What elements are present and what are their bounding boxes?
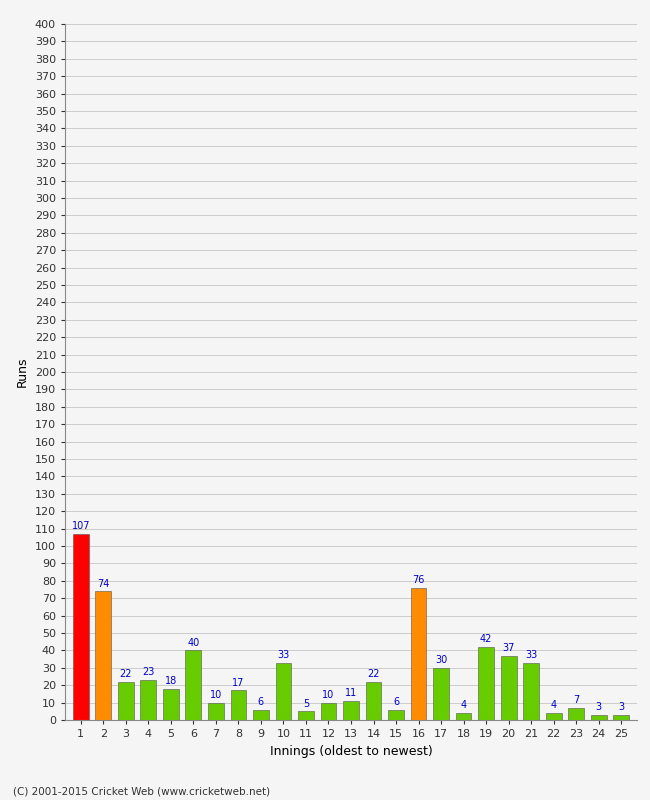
- Text: 33: 33: [525, 650, 538, 660]
- Text: 22: 22: [367, 669, 380, 679]
- Bar: [366, 682, 382, 720]
- Text: 33: 33: [278, 650, 289, 660]
- Text: 42: 42: [480, 634, 492, 644]
- Bar: [433, 668, 449, 720]
- Bar: [568, 708, 584, 720]
- Text: 5: 5: [303, 698, 309, 709]
- Text: 76: 76: [412, 575, 424, 585]
- Text: 10: 10: [210, 690, 222, 700]
- Text: 3: 3: [595, 702, 602, 712]
- Text: 4: 4: [461, 701, 467, 710]
- Bar: [614, 714, 629, 720]
- Bar: [96, 591, 111, 720]
- Text: (C) 2001-2015 Cricket Web (www.cricketweb.net): (C) 2001-2015 Cricket Web (www.cricketwe…: [13, 786, 270, 796]
- Text: 37: 37: [502, 643, 515, 653]
- Bar: [343, 701, 359, 720]
- Bar: [253, 710, 269, 720]
- Text: 18: 18: [164, 676, 177, 686]
- Bar: [73, 534, 88, 720]
- Text: 3: 3: [618, 702, 624, 712]
- X-axis label: Innings (oldest to newest): Innings (oldest to newest): [270, 745, 432, 758]
- Text: 6: 6: [393, 697, 399, 707]
- Bar: [388, 710, 404, 720]
- Bar: [208, 702, 224, 720]
- Bar: [185, 650, 202, 720]
- Bar: [478, 647, 494, 720]
- Text: 11: 11: [345, 688, 357, 698]
- Text: 23: 23: [142, 667, 155, 678]
- Text: 22: 22: [120, 669, 132, 679]
- Bar: [591, 714, 606, 720]
- Bar: [546, 713, 562, 720]
- Bar: [500, 656, 517, 720]
- Text: 107: 107: [72, 522, 90, 531]
- Bar: [411, 588, 426, 720]
- Bar: [456, 713, 471, 720]
- Text: 6: 6: [258, 697, 264, 707]
- Text: 10: 10: [322, 690, 335, 700]
- Bar: [523, 662, 539, 720]
- Bar: [276, 662, 291, 720]
- Bar: [320, 702, 336, 720]
- Text: 74: 74: [97, 578, 109, 589]
- Text: 17: 17: [232, 678, 244, 688]
- Bar: [231, 690, 246, 720]
- Bar: [298, 711, 314, 720]
- Bar: [140, 680, 156, 720]
- Text: 7: 7: [573, 695, 579, 706]
- Text: 40: 40: [187, 638, 200, 648]
- Bar: [163, 689, 179, 720]
- Bar: [118, 682, 134, 720]
- Text: 4: 4: [551, 701, 557, 710]
- Y-axis label: Runs: Runs: [16, 357, 29, 387]
- Text: 30: 30: [435, 655, 447, 665]
